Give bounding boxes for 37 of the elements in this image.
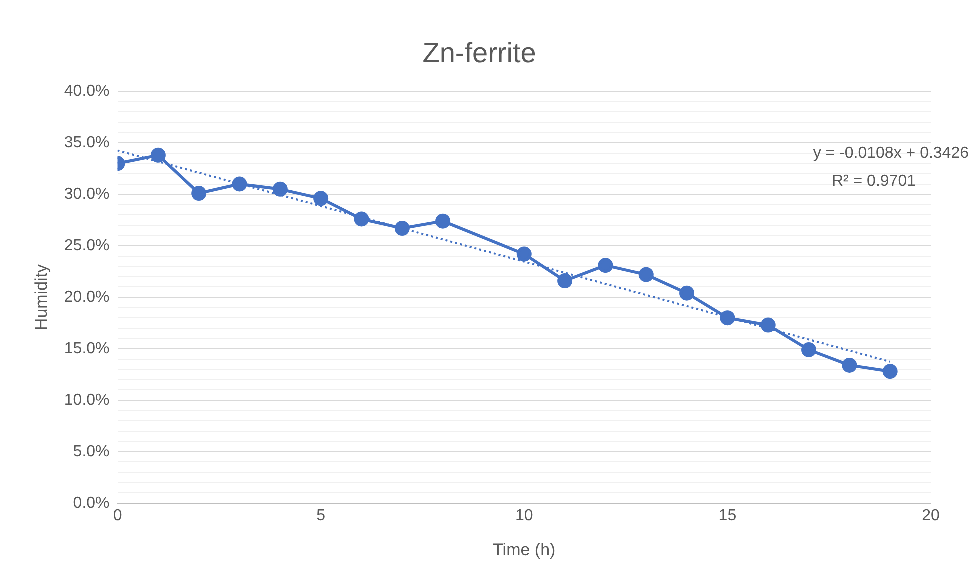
y-tick-label: 40.0% <box>64 83 110 100</box>
point <box>232 176 248 192</box>
point <box>436 214 451 229</box>
y-tick-label: 5.0% <box>73 443 110 460</box>
x-tick-label: 0 <box>113 507 122 524</box>
chart-title: Zn-ferrite <box>422 38 536 69</box>
point <box>516 246 532 262</box>
annotation: R² = 0.9701 <box>832 173 916 190</box>
point <box>394 221 410 236</box>
y-tick-label: 15.0% <box>64 340 110 358</box>
point <box>760 318 776 333</box>
point <box>638 267 654 282</box>
point <box>680 286 695 301</box>
point <box>842 358 858 373</box>
y-tick-label: 25.0% <box>64 237 110 254</box>
x-tick-label: 20 <box>922 507 940 524</box>
point <box>882 364 898 380</box>
point <box>558 274 573 289</box>
point <box>354 212 370 227</box>
annotation: y = -0.0108x + 0.3426 <box>813 145 970 162</box>
y-axis-title: Humidity <box>32 264 51 331</box>
x-axis-title: Time (h) <box>493 540 556 560</box>
x-tick-label: 15 <box>718 507 737 524</box>
point <box>598 258 614 274</box>
y-tick-label: 0.0% <box>73 494 110 512</box>
y-tick-label: 35.0% <box>64 134 110 152</box>
point <box>314 191 329 206</box>
point <box>192 186 207 202</box>
point <box>720 310 736 326</box>
y-tick-label: 20.0% <box>64 288 110 306</box>
point <box>150 148 166 163</box>
point <box>272 182 288 197</box>
point <box>802 342 817 358</box>
x-tick-label: 5 <box>316 507 326 524</box>
y-tick-label: 30.0% <box>64 186 110 203</box>
x-tick-label: 10 <box>515 507 534 524</box>
y-tick-label: 10.0% <box>64 392 110 409</box>
